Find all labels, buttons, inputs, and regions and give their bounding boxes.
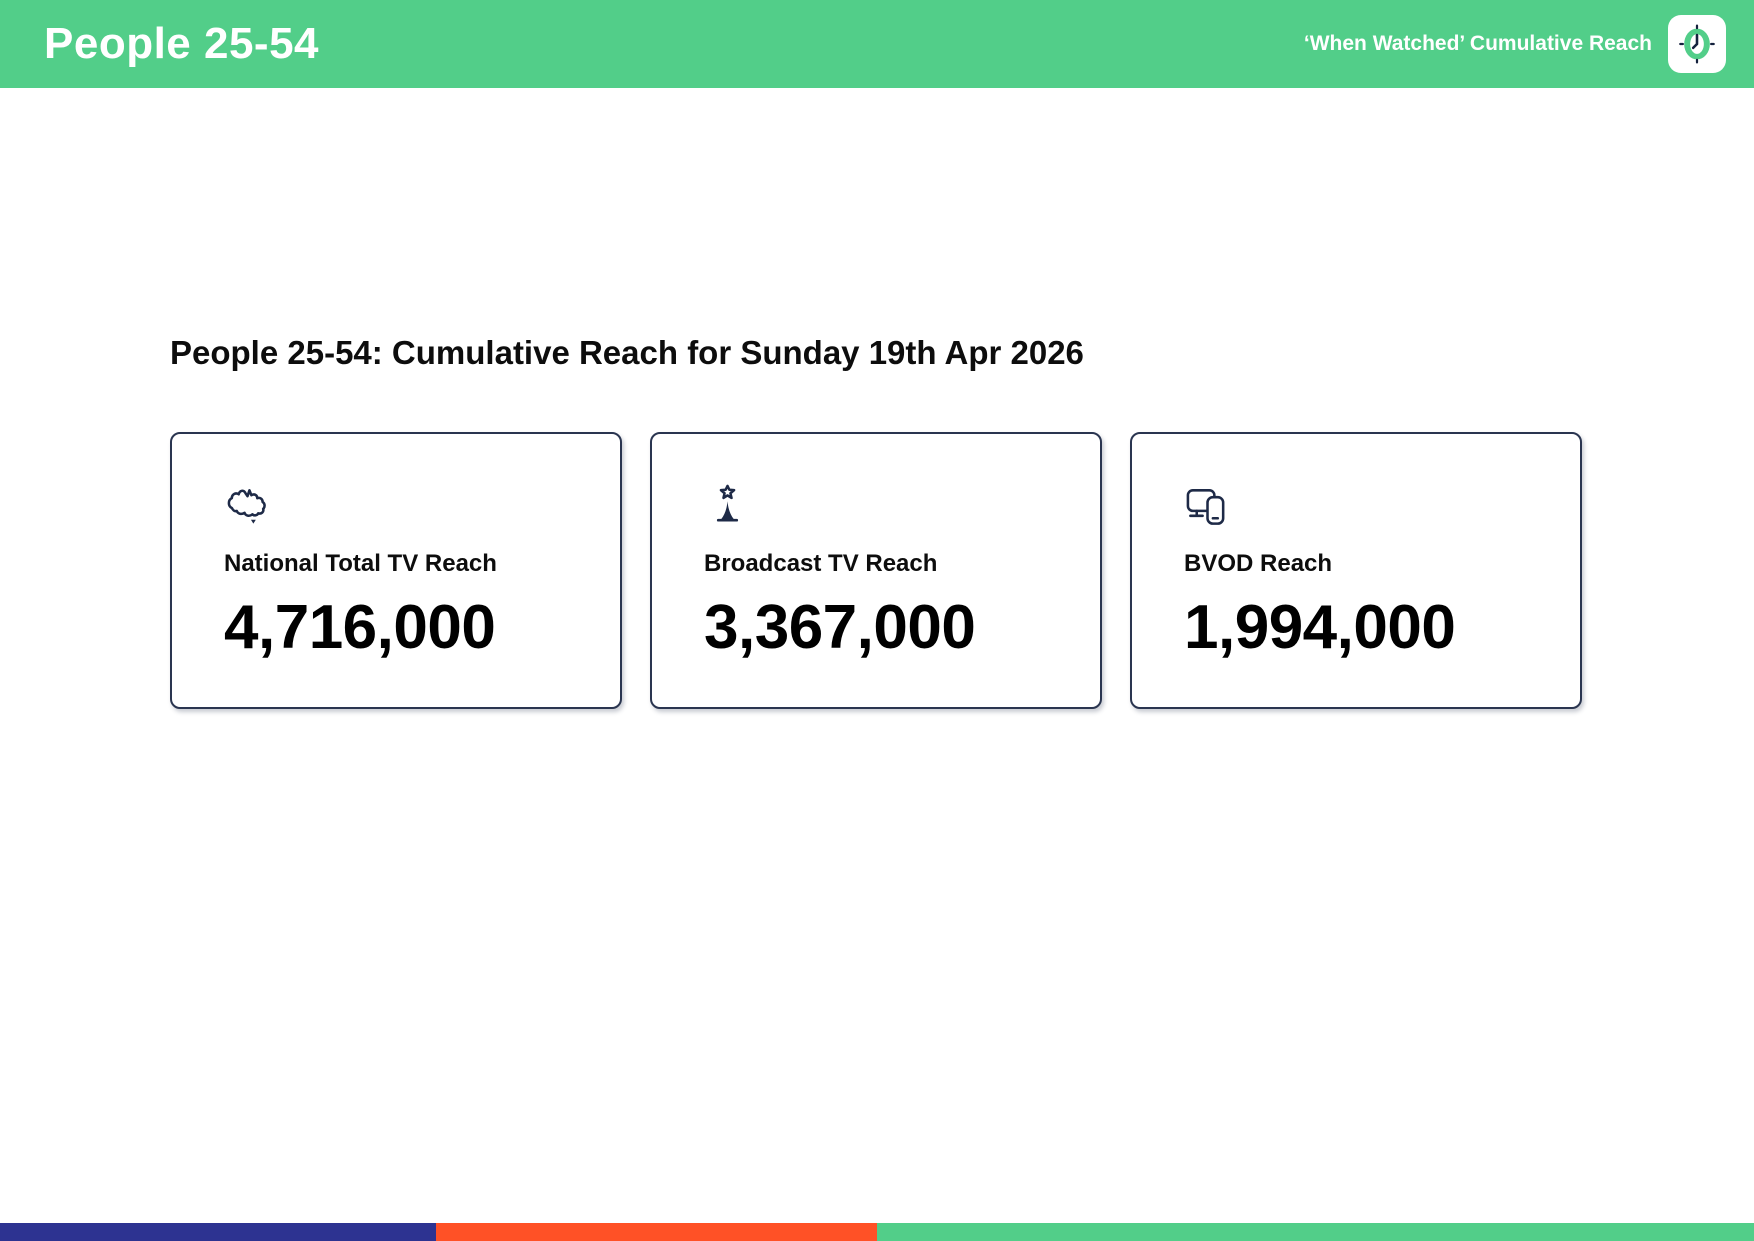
card-value: 1,994,000 [1184,592,1456,662]
header-subtitle: ‘When Watched’ Cumulative Reach [1303,32,1652,55]
page-title: People 25-54 [44,19,320,68]
card-value: 3,367,000 [704,592,976,662]
footer-stripe [0,1223,1754,1241]
kpi-card-row: National Total TV Reach 4,716,000 Broadc… [170,431,1754,709]
when-watched-clock-icon [1668,15,1726,73]
card-label: National Total TV Reach [224,549,497,577]
card-national-total-tv-reach: National Total TV Reach 4,716,000 [170,431,622,709]
card-broadcast-tv-reach: Broadcast TV Reach 3,367,000 [650,431,1102,709]
australia-map-icon [224,484,590,528]
footer-stripe-orange [436,1223,877,1241]
broadcast-tower-star-icon [704,484,1070,528]
card-label: Broadcast TV Reach [704,549,938,577]
footer-stripe-blue [0,1223,436,1241]
card-bvod-reach: BVOD Reach 1,994,000 [1130,431,1582,709]
section-heading: People 25-54: Cumulative Reach for Sunda… [170,334,1084,371]
card-value: 4,716,000 [224,592,496,662]
footer-stripe-green [877,1223,1754,1241]
main-content: People 25-54: Cumulative Reach for Sunda… [0,88,1754,709]
tv-and-mobile-devices-icon [1184,484,1550,528]
header-bar: People 25-54 ‘When Watched’ Cumulative R… [0,0,1754,88]
clock-logo-svg [1679,24,1715,64]
card-label: BVOD Reach [1184,549,1333,577]
header-right-group: ‘When Watched’ Cumulative Reach [1304,15,1726,73]
